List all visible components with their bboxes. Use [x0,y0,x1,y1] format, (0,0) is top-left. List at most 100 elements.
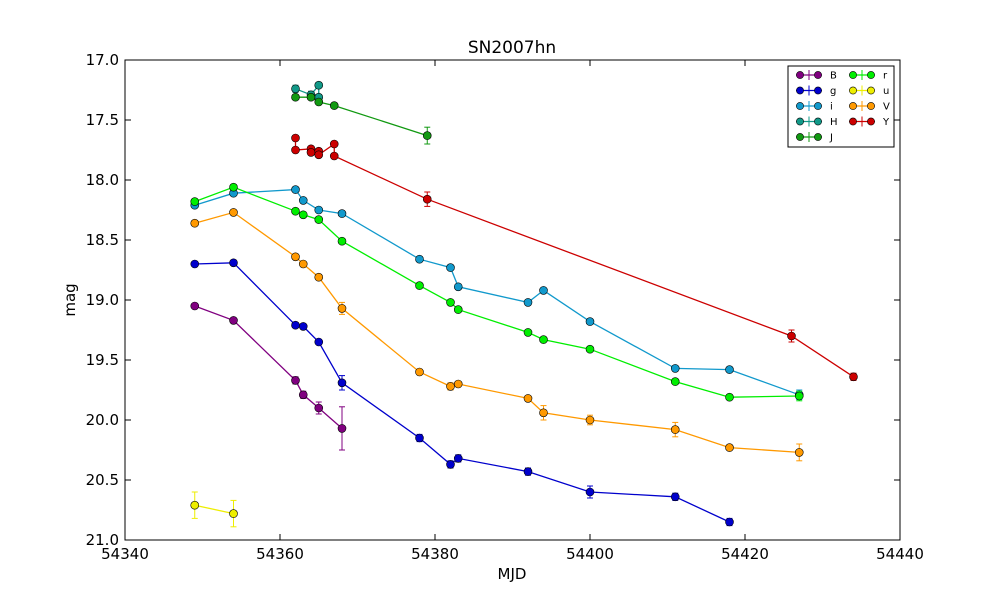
x-axis-label: MJD [498,565,527,583]
legend-label-i: i [830,102,833,113]
data-point-g [446,460,455,469]
data-point-g [725,517,734,527]
legend-label-g: g [830,86,836,97]
data-point-r [670,377,680,386]
legend-marker-Y [849,117,857,126]
y-tick-label: 20.0 [86,411,119,429]
series-r [190,182,804,402]
data-point-i [415,254,424,264]
data-point-V [446,382,455,391]
data-point-r [794,391,804,401]
series-line-H [295,83,320,98]
data-point-r [190,197,200,206]
data-point-J [422,131,432,140]
chart-title: SN2007hn [468,38,556,58]
x-tick-label: 54440 [876,545,924,563]
data-point-r [539,335,548,344]
series-g [190,258,734,527]
legend-marker-J [814,133,822,141]
legend-item-H: H [796,116,838,128]
legend-marker-B [796,71,804,79]
legend-item-i: i [796,101,833,113]
legend-label-u: u [883,86,889,97]
data-point-V [298,259,308,269]
y-tick-label: 18.5 [86,231,119,249]
data-point-i [453,282,463,292]
data-point-V [337,304,347,313]
legend-marker-g [814,86,822,95]
series-line-u [194,504,234,515]
data-point-V [453,379,463,389]
y-tick-label: 17.5 [86,111,119,129]
data-point-g [670,492,680,502]
data-point-J [306,92,316,102]
data-point-g [298,322,308,331]
legend-marker-i [814,102,822,110]
data-point-r [446,298,455,307]
legend-marker-J [796,133,804,141]
data-point-r [314,215,324,224]
series-J [291,92,432,145]
data-point-i [291,185,300,194]
data-point-g [585,487,595,497]
data-point-i [314,205,324,215]
legend-marker-H [796,117,804,126]
data-point-B [291,376,300,385]
data-point-Y [787,331,796,341]
y-tick-label: 20.5 [86,471,119,489]
legend-item-g: g [796,85,836,97]
data-point-B [314,403,324,413]
data-point-Y [422,194,432,204]
data-point-B [229,316,238,325]
data-point-g [523,467,533,476]
data-point-V [523,394,533,403]
data-point-V [190,218,200,228]
x-tick-label: 54360 [256,545,304,563]
legend-marker-i [796,102,804,110]
data-point-g [291,320,300,330]
data-point-r [298,210,308,220]
y-tick-label: 21.0 [86,531,119,549]
data-point-i [523,298,533,307]
series-Y [291,133,858,382]
series-B [190,301,347,451]
legend-item-V: V [849,101,890,113]
legend-item-B: B [796,70,837,82]
series-u [190,491,238,528]
legend-marker-V [849,102,857,110]
legend-item-Y: Y [849,116,890,128]
x-tick-label: 54420 [721,545,769,563]
data-point-g [314,337,324,347]
data-point-r [453,305,463,314]
data-point-Y [849,372,858,382]
y-tick-label: 19.0 [86,291,119,309]
data-point-i [725,365,734,374]
data-point-Y [329,151,339,161]
legend-marker-V [867,102,875,110]
y-tick-label: 18.0 [86,171,119,189]
data-point-r [415,281,424,290]
data-point-r [291,206,300,216]
data-point-H [314,80,324,90]
data-point-r [523,328,533,337]
data-point-H [291,84,300,94]
data-point-g [337,378,347,388]
data-point-i [670,364,680,373]
legend-label-H: H [830,117,838,128]
data-point-Y [314,150,324,160]
legend-label-r: r [883,71,888,82]
legend-marker-r [849,71,857,79]
data-point-r [229,182,238,192]
data-point-Y [306,148,316,157]
data-point-J [329,101,339,110]
legend-item-r: r [849,70,888,82]
data-point-V [670,425,680,434]
data-point-g [415,433,424,443]
data-point-J [314,97,324,107]
legend-label-J: J [829,133,833,144]
data-point-r [725,392,734,402]
legend-marker-u [867,86,875,95]
data-point-V [585,415,595,425]
legend-marker-r [867,71,875,79]
